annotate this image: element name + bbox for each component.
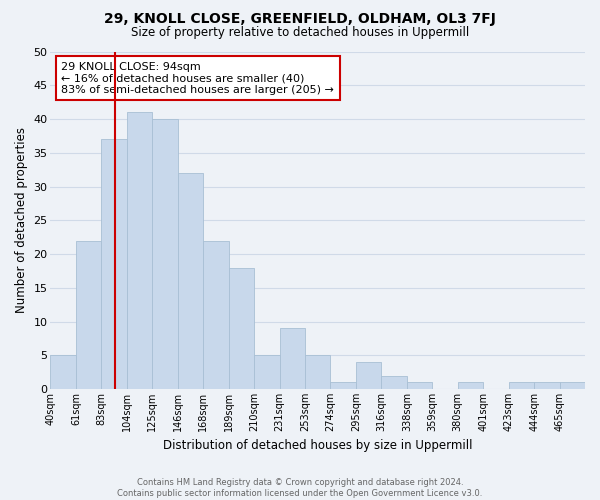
Bar	[356, 362, 382, 389]
Bar	[305, 356, 331, 389]
Bar	[331, 382, 356, 389]
Bar	[509, 382, 534, 389]
Text: 29, KNOLL CLOSE, GREENFIELD, OLDHAM, OL3 7FJ: 29, KNOLL CLOSE, GREENFIELD, OLDHAM, OL3…	[104, 12, 496, 26]
Text: Contains HM Land Registry data © Crown copyright and database right 2024.
Contai: Contains HM Land Registry data © Crown c…	[118, 478, 482, 498]
Bar	[229, 268, 254, 389]
Bar	[152, 119, 178, 389]
Bar	[127, 112, 152, 389]
Bar	[534, 382, 560, 389]
Bar	[560, 382, 585, 389]
Bar	[280, 328, 305, 389]
Y-axis label: Number of detached properties: Number of detached properties	[15, 128, 28, 314]
Bar	[458, 382, 483, 389]
Bar	[254, 356, 280, 389]
Bar	[203, 240, 229, 389]
Text: 29 KNOLL CLOSE: 94sqm
← 16% of detached houses are smaller (40)
83% of semi-deta: 29 KNOLL CLOSE: 94sqm ← 16% of detached …	[61, 62, 334, 95]
X-axis label: Distribution of detached houses by size in Uppermill: Distribution of detached houses by size …	[163, 440, 472, 452]
Bar	[76, 240, 101, 389]
Bar	[382, 376, 407, 389]
Bar	[178, 173, 203, 389]
Bar	[407, 382, 432, 389]
Bar	[50, 356, 76, 389]
Bar	[101, 140, 127, 389]
Text: Size of property relative to detached houses in Uppermill: Size of property relative to detached ho…	[131, 26, 469, 39]
